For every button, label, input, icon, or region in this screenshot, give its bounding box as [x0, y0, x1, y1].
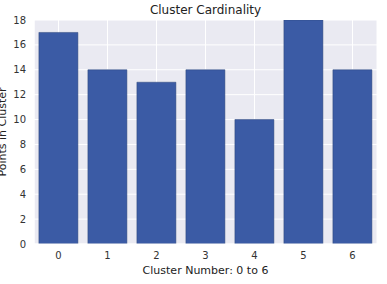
svg-text:0: 0: [55, 250, 61, 261]
html-text:Cluster Cardinality: Cluster Cardinality: [149, 3, 262, 17]
svg-text:6: 6: [349, 250, 355, 261]
svg-text:16: 16: [13, 39, 26, 50]
svg-text:6: 6: [20, 164, 26, 175]
svg-text:4: 4: [20, 189, 26, 200]
svg-text:18: 18: [13, 15, 26, 26]
svg-text:Cluster Number: 0 to 6: Cluster Number: 0 to 6: [143, 264, 269, 277]
svg-text:4: 4: [251, 250, 257, 261]
svg-text:3: 3: [202, 250, 208, 261]
svg-text:Points in Cluster: Points in Cluster: [8, 87, 9, 177]
svg-text:5: 5: [300, 250, 306, 261]
svg-text:1: 1: [104, 250, 110, 261]
svg-text:12: 12: [13, 89, 26, 100]
svg-text:10: 10: [13, 114, 26, 125]
svg-text:2: 2: [20, 214, 26, 225]
svg-text:0: 0: [20, 239, 26, 250]
svg-text:2: 2: [153, 250, 159, 261]
svg-text:8: 8: [20, 139, 26, 150]
svg-text:14: 14: [13, 64, 26, 75]
